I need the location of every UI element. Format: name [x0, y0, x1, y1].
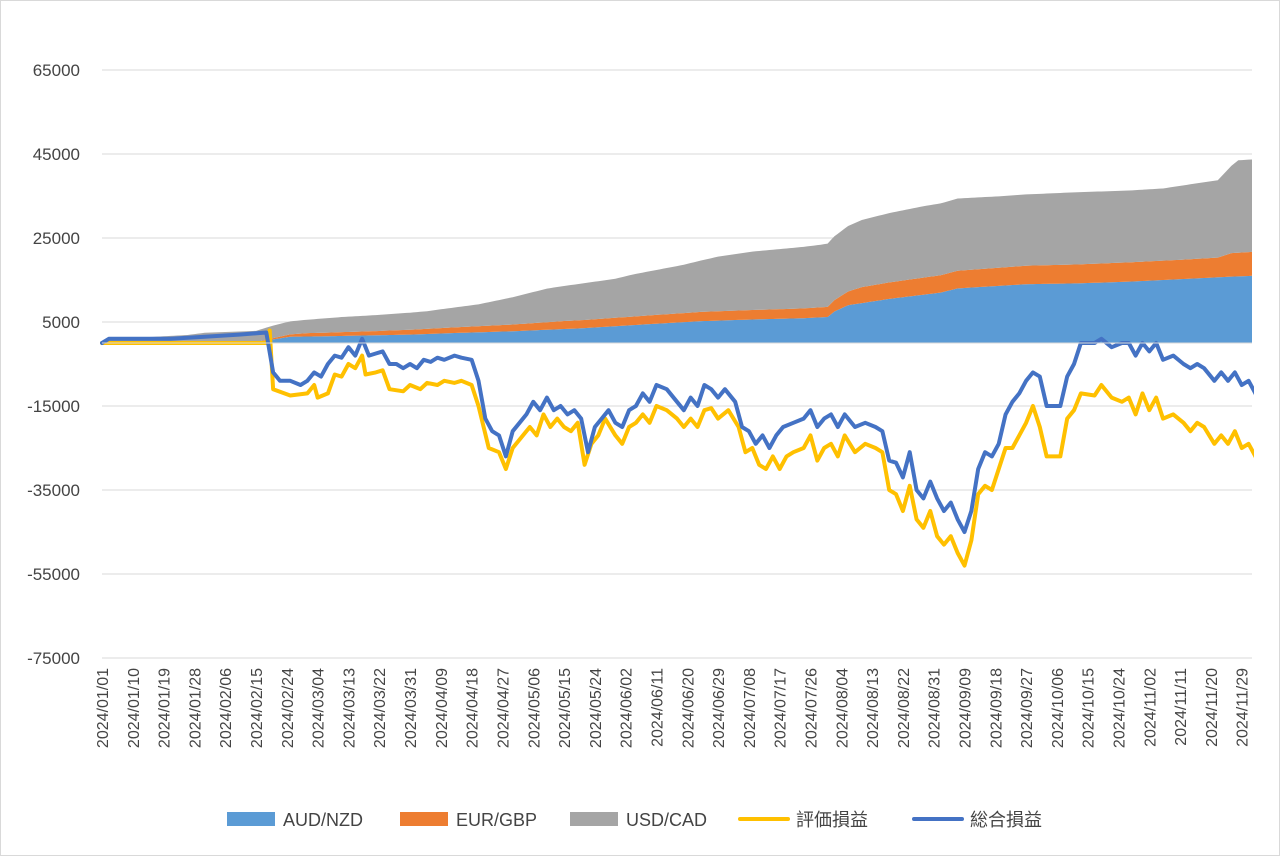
y-tick-label: -35000: [27, 481, 80, 500]
x-tick-label: 2024/05/06: [526, 668, 543, 748]
y-tick-label: -75000: [27, 649, 80, 668]
x-tick-label: 2024/06/20: [680, 668, 697, 748]
x-tick-label: 2024/08/13: [865, 668, 882, 748]
x-tick-label: 2024/03/22: [372, 668, 389, 748]
x-tick-label: 2024/03/13: [341, 668, 358, 748]
line-series-sougou: [100, 330, 1254, 534]
x-tick-label: 2024/06/11: [649, 668, 666, 747]
legend-item-hyouka: 評価損益: [738, 810, 868, 830]
y-tick-label: 25000: [33, 229, 80, 248]
legend-item-aud-nzd: AUD/NZD: [227, 810, 363, 830]
x-tick-label: 2024/03/31: [403, 668, 420, 748]
x-tick-label: 2024/01/19: [157, 668, 174, 748]
x-tick-label: 2024/07/26: [803, 668, 820, 748]
line-series-hyouka: [100, 328, 1254, 568]
x-tick-label: 2024/11/29: [1235, 668, 1252, 747]
x-tick-label: 2024/11/20: [1204, 668, 1221, 747]
x-tick-label: 2024/11/11: [1173, 668, 1190, 746]
y-tick-label: -55000: [27, 565, 80, 584]
x-tick-label: 2024/06/29: [711, 668, 728, 748]
area-layer: [102, 159, 1252, 343]
x-tick-label: 2024/10/06: [1050, 668, 1067, 748]
x-tick-label: 2024/02/06: [218, 668, 235, 748]
x-tick-label: 2024/10/24: [1112, 668, 1129, 748]
x-tick-label: 2024/04/18: [465, 668, 482, 748]
x-tick-label: 2024/05/24: [588, 668, 605, 748]
x-axis-ticks: 2024/01/01 2024/01/10 2024/01/19 2024/01/28…: [95, 668, 1252, 748]
x-tick-label: 2024/07/08: [742, 668, 759, 748]
x-tick-label: 2024/01/10: [126, 668, 143, 748]
line-layer: [100, 328, 1254, 568]
area-usd-cad: [102, 159, 1252, 343]
x-tick-label: 2024/03/04: [311, 668, 328, 748]
x-tick-label: 2024/08/04: [834, 668, 851, 748]
grid-layer: [102, 69, 1252, 659]
x-tick-label: 2024/08/31: [927, 668, 944, 748]
legend-item-eur-gbp: EUR/GBP: [400, 810, 537, 830]
x-tick-label: 2024/07/17: [773, 668, 790, 748]
legend-label: 評価損益: [796, 810, 868, 830]
x-tick-label: 2024/04/09: [434, 668, 451, 748]
legend-label: USD/CAD: [626, 810, 707, 830]
x-tick-label: 2024/02/15: [249, 668, 266, 748]
x-tick-label: 2024/09/09: [958, 668, 975, 748]
legend-item-sougou: 総合損益: [912, 810, 1042, 830]
legend-swatch: [570, 812, 618, 826]
legend-label: EUR/GBP: [456, 810, 537, 830]
x-tick-label: 2024/09/27: [1019, 668, 1036, 748]
y-axis-ticks: 65000 45000 25000 5000 -15000 -35000 -55000 -75…: [27, 61, 80, 668]
y-tick-label: 65000: [33, 61, 80, 80]
x-tick-label: 2024/05/15: [557, 668, 574, 748]
x-tick-label: 2024/04/27: [495, 668, 512, 748]
x-tick-label: 2024/11/02: [1142, 668, 1159, 747]
x-tick-label: 2024/01/28: [187, 668, 204, 748]
x-tick-label: 2024/10/15: [1081, 668, 1098, 748]
x-tick-label: 2024/08/22: [896, 668, 913, 748]
legend-swatch: [400, 812, 448, 826]
legend-label: 総合損益: [970, 810, 1042, 830]
area-aud-nzd: [102, 275, 1252, 343]
legend: AUD/NZD EUR/GBP USD/CAD 評価損益 総合損益: [227, 810, 1042, 830]
x-tick-label: 2024/02/24: [280, 668, 297, 748]
x-tick-label: 2024/01/01: [95, 668, 112, 748]
y-tick-label: -15000: [27, 397, 80, 416]
area-eur-gbp: [102, 251, 1252, 343]
legend-item-usd-cad: USD/CAD: [570, 810, 707, 830]
y-tick-label: 5000: [42, 313, 80, 332]
x-tick-label: 2024/09/18: [988, 668, 1005, 748]
y-tick-label: 45000: [33, 145, 80, 164]
x-tick-label: 2024/06/02: [619, 668, 636, 748]
legend-swatch: [227, 812, 275, 826]
legend-label: AUD/NZD: [283, 810, 363, 830]
